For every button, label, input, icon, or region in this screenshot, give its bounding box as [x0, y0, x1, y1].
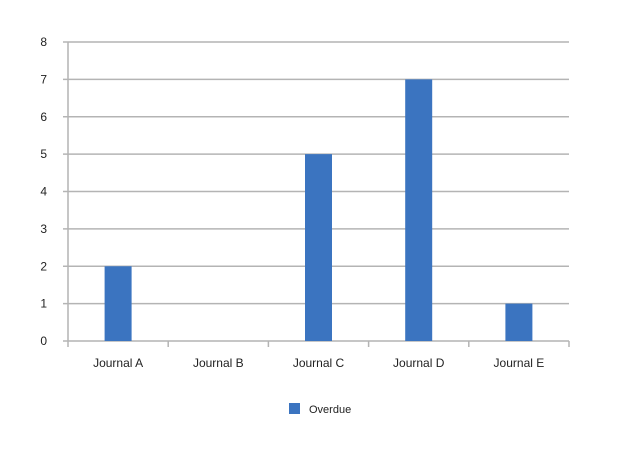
x-tick-label: Journal B — [193, 356, 244, 370]
x-tick-label: Journal A — [93, 356, 143, 370]
y-tick-label: 5 — [40, 147, 47, 161]
y-tick-label: 0 — [40, 334, 47, 348]
bar — [104, 266, 132, 341]
y-tick-label: 1 — [40, 297, 47, 311]
legend-label: Overdue — [309, 404, 351, 416]
x-tick-label: Journal C — [293, 356, 345, 370]
x-tick-label: Journal E — [494, 356, 545, 370]
y-tick-label: 3 — [40, 222, 47, 236]
y-tick-label: 8 — [40, 35, 47, 49]
bar — [305, 154, 332, 341]
legend-swatch — [289, 403, 300, 414]
y-tick-label: 7 — [40, 72, 47, 86]
bar — [405, 79, 433, 341]
bar — [505, 303, 533, 341]
y-tick-label: 2 — [40, 259, 47, 273]
y-tick-label: 4 — [40, 185, 47, 199]
x-tick-label: Journal D — [393, 356, 445, 370]
y-tick-label: 6 — [40, 110, 47, 124]
